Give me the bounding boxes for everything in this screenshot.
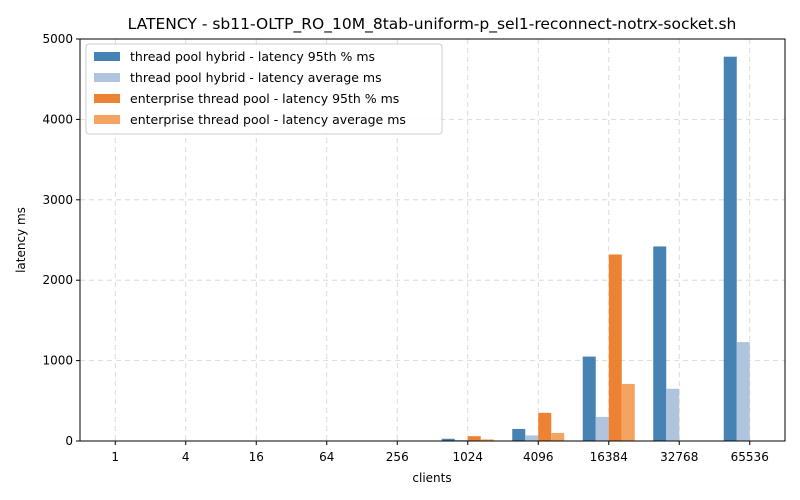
legend-swatch bbox=[94, 94, 120, 103]
axes: 0 1000 2000 3000 4000 5000 1 4 16 64 256 1024 4096 16… bbox=[42, 32, 768, 464]
legend-label: thread pool hybrid - latency 95th % ms bbox=[130, 49, 375, 64]
legend-label: enterprise thread pool - latency average… bbox=[130, 112, 406, 127]
y-tick-label: 2000 bbox=[42, 273, 73, 287]
bar bbox=[582, 356, 596, 441]
y-tick-label: 5000 bbox=[42, 32, 73, 46]
bar bbox=[525, 435, 539, 441]
bar bbox=[551, 432, 565, 441]
legend: thread pool hybrid - latency 95th % ms th… bbox=[85, 43, 443, 135]
bar bbox=[480, 439, 494, 441]
legend-swatch bbox=[94, 115, 120, 124]
y-axis-title: latency ms bbox=[14, 207, 28, 273]
bar bbox=[736, 342, 750, 441]
x-tick-label: 32768 bbox=[660, 450, 698, 464]
bar bbox=[512, 428, 526, 441]
bar bbox=[621, 383, 635, 441]
x-tick-label: 256 bbox=[386, 450, 409, 464]
bar bbox=[467, 436, 481, 441]
bar bbox=[538, 412, 552, 441]
bar bbox=[723, 56, 737, 442]
bar bbox=[595, 416, 609, 441]
x-axis-title: clients bbox=[412, 471, 451, 485]
x-tick-label: 4096 bbox=[523, 450, 554, 464]
y-tick-label: 4000 bbox=[42, 112, 73, 126]
legend-label: enterprise thread pool - latency 95th % … bbox=[130, 91, 399, 106]
x-tick-label: 4 bbox=[182, 450, 190, 464]
y-tick-label: 0 bbox=[65, 434, 73, 448]
bars bbox=[89, 56, 750, 442]
bar bbox=[653, 246, 667, 441]
legend-swatch bbox=[94, 52, 120, 61]
y-tick-label: 1000 bbox=[42, 354, 73, 368]
bar bbox=[441, 438, 455, 441]
x-tick-label: 65536 bbox=[731, 450, 769, 464]
chart-title: LATENCY - sb11-OLTP_RO_10M_8tab-uniform-… bbox=[128, 15, 737, 34]
x-tick-label: 16 bbox=[249, 450, 264, 464]
bar bbox=[608, 254, 622, 441]
plot-frame bbox=[79, 38, 786, 442]
legend-swatch bbox=[94, 73, 120, 82]
x-tick-label: 16384 bbox=[590, 450, 628, 464]
x-tick-label: 64 bbox=[319, 450, 334, 464]
bar bbox=[666, 388, 680, 441]
y-tick-label: 3000 bbox=[42, 193, 73, 207]
legend-label: thread pool hybrid - latency average ms bbox=[130, 70, 382, 85]
x-tick-label: 1 bbox=[111, 450, 119, 464]
x-tick-label: 1024 bbox=[452, 450, 483, 464]
legend-box bbox=[85, 43, 443, 135]
